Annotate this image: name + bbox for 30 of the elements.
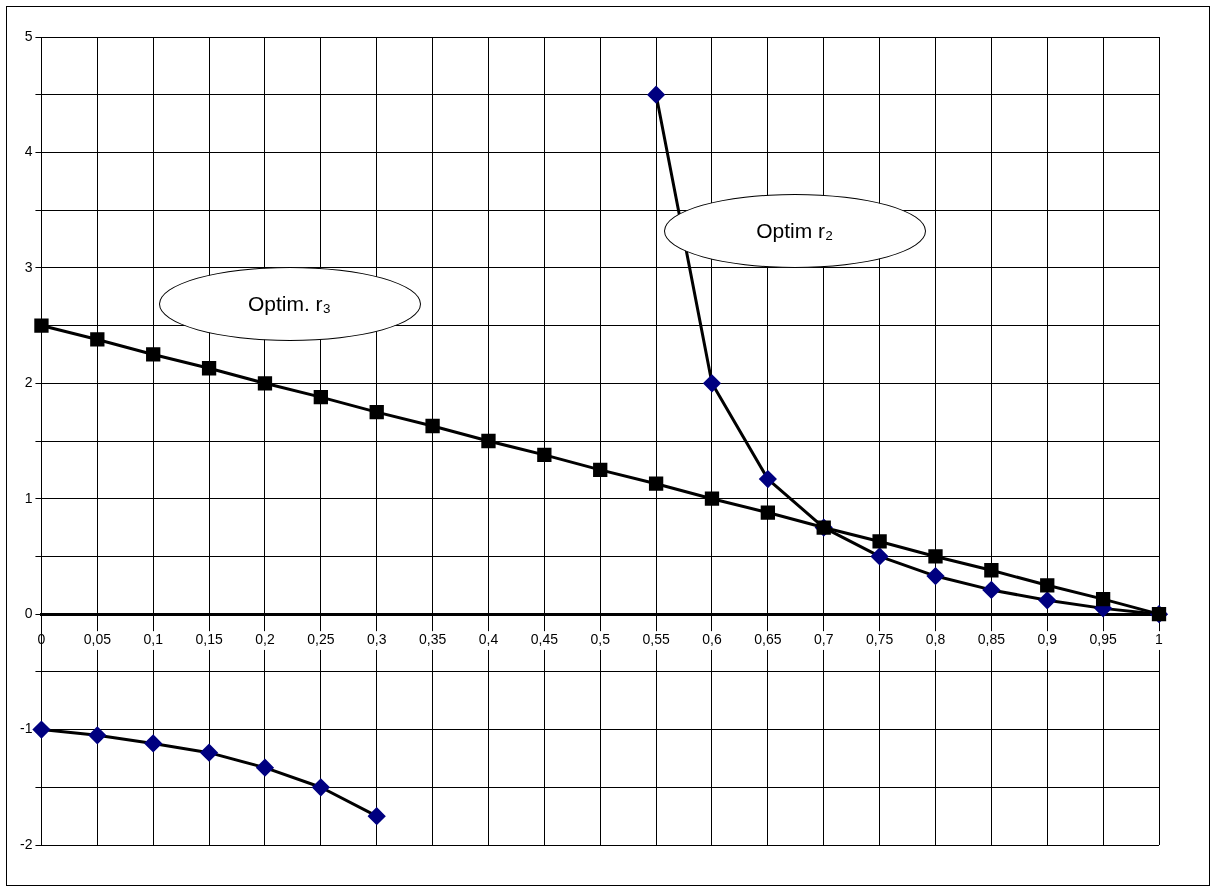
x-tick-label: 0,95 (1089, 631, 1117, 648)
x-tick-label: 0,85 (977, 631, 1006, 648)
y-tick-label: -2 (20, 835, 33, 852)
x-tick-label: 0,4 (478, 631, 499, 648)
x-tick-label: 0,35 (418, 631, 447, 648)
x-tick-label: 0,65 (754, 631, 782, 648)
x-tick-label: 0,05 (83, 631, 112, 648)
x-tick-label: 0,55 (642, 631, 670, 648)
x-tick-label: 0,3 (366, 631, 387, 648)
x-tick-label: 1 (1155, 631, 1164, 648)
y-tick-label: 0 (24, 605, 33, 621)
x-tick-label: 0,15 (195, 631, 223, 648)
x-tick-label: 0,75 (865, 631, 894, 648)
y-tick-label: 4 (24, 143, 33, 160)
x-tick-label: 0,8 (925, 631, 946, 648)
y-tick-label: 5 (24, 27, 33, 44)
x-tick-label: 0,25 (307, 631, 335, 648)
y-tick-label: 2 (24, 374, 33, 391)
x-tick-label: 0,5 (590, 631, 611, 648)
x-tick-label: 0,45 (530, 631, 559, 648)
y-tick-label: 1 (24, 489, 33, 506)
x-tick-label: 0,1 (143, 631, 164, 648)
y-tick-label: 3 (24, 258, 33, 275)
x-tick-label: 0,6 (702, 631, 722, 648)
x-tick-label: 0,9 (1037, 631, 1058, 648)
y-tick-label: -1 (20, 720, 33, 737)
ellipse-callout: Optim. r₃ (158, 266, 421, 341)
x-tick-label: 0,2 (255, 631, 275, 648)
x-tick-label: 0,7 (814, 631, 834, 648)
ellipse-callout: Optim r₂ (663, 193, 926, 268)
